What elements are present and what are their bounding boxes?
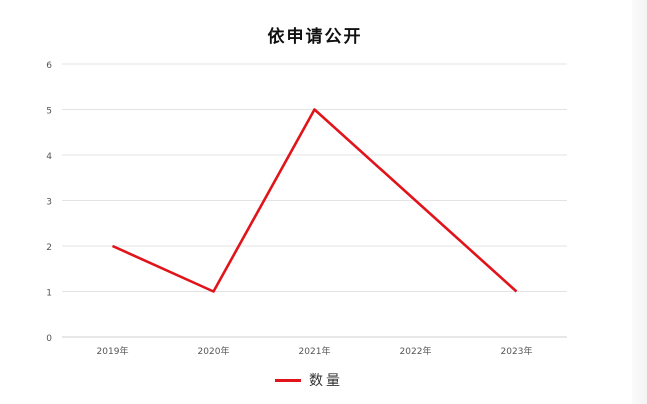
y-tick-label: 6 [46,61,52,71]
legend-swatch [275,378,301,382]
y-tick-label: 1 [46,289,52,299]
y-tick-label: 2 [46,243,52,253]
window-edge [632,0,647,404]
x-tick-label: 2019年 [97,345,129,357]
y-tick-label: 3 [46,198,52,208]
chart-title: 依申请公开 [267,27,363,47]
x-tick-label: 2023年 [501,345,533,357]
legend: 数量 [275,370,343,390]
x-tick-label: 2021年 [299,345,331,357]
x-tick-label: 2020年 [198,345,230,357]
y-tick-label: 5 [46,107,52,117]
y-tick-label: 0 [46,334,52,344]
x-tick-label: 2022年 [400,345,432,357]
legend-label: 数量 [309,373,343,389]
y-tick-label: 4 [46,152,52,162]
